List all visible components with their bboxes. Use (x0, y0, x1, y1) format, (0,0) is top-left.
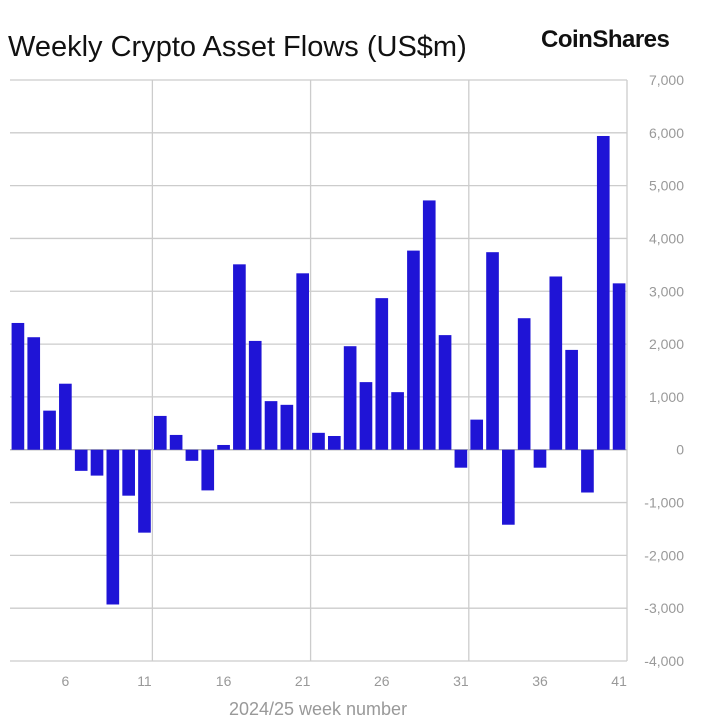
bar-week-17 (233, 264, 246, 450)
bar-week-27 (391, 392, 404, 450)
bar-week-29 (422, 200, 436, 450)
y-tick-label: -4,000 (644, 653, 684, 669)
bar-week-40 (596, 135, 610, 450)
bar-week-35 (517, 318, 531, 450)
bar-week-13 (169, 434, 183, 450)
x-tick-label: 26 (374, 673, 390, 689)
coinshares-logo: CoinShares (541, 26, 670, 53)
bar-week-22 (312, 432, 325, 450)
x-tick-label: 11 (137, 673, 152, 689)
bar-week-8 (90, 449, 104, 476)
bar-week-6 (59, 383, 72, 450)
bar-week-23 (327, 435, 341, 450)
bar-week-14 (185, 449, 199, 461)
bar-week-24 (343, 346, 357, 450)
bar-week-3 (11, 322, 25, 450)
bar-week-21 (296, 273, 310, 450)
bar-week-33 (486, 252, 499, 450)
x-tick-label: 21 (295, 673, 311, 689)
y-tick-label: 2,000 (649, 336, 684, 352)
x-tick-label: 41 (611, 673, 627, 689)
bar-week-9 (106, 449, 120, 605)
bar-week-30 (438, 335, 452, 450)
bar-week-39 (581, 449, 594, 493)
bar-week-19 (264, 401, 278, 450)
bar-week-20 (280, 404, 294, 450)
bar-week-38 (565, 349, 578, 450)
bar-week-15 (201, 449, 215, 491)
bar-week-7 (74, 449, 88, 471)
bar-week-31 (454, 449, 468, 468)
bar-week-12 (153, 415, 167, 450)
x-axis-label: 2024/25 week number (229, 699, 407, 719)
y-tick-label: 7,000 (649, 72, 684, 88)
y-tick-label: 1,000 (649, 389, 684, 405)
y-tick-label: -2,000 (644, 547, 684, 563)
chart-title: Weekly Crypto Asset Flows (US$m) (8, 31, 467, 63)
y-tick-label: 5,000 (649, 178, 684, 194)
bar-week-37 (549, 276, 563, 450)
x-tick-label: 6 (61, 673, 69, 689)
bar-week-25 (359, 382, 373, 450)
y-tick-label: -3,000 (644, 600, 684, 616)
bar-week-18 (248, 340, 262, 450)
bar-week-41 (612, 283, 626, 450)
bar-week-5 (43, 410, 56, 450)
bar-week-10 (122, 449, 135, 496)
bar-week-34 (502, 449, 515, 525)
bar-week-4 (27, 337, 41, 450)
x-tick-label: 36 (532, 673, 548, 689)
bar-week-36 (533, 449, 547, 468)
y-tick-label: -1,000 (644, 495, 684, 511)
bar-week-28 (407, 250, 420, 450)
y-tick-label: 0 (676, 442, 684, 458)
bar-week-11 (138, 449, 151, 533)
x-tick-label: 16 (216, 673, 232, 689)
x-tick-label: 31 (453, 673, 469, 689)
bar-week-32 (470, 419, 484, 450)
y-tick-label: 3,000 (649, 283, 684, 299)
bar-week-16 (217, 444, 230, 450)
bar-week-26 (375, 298, 389, 450)
y-tick-label: 6,000 (649, 125, 684, 141)
y-tick-label: 4,000 (649, 230, 684, 246)
